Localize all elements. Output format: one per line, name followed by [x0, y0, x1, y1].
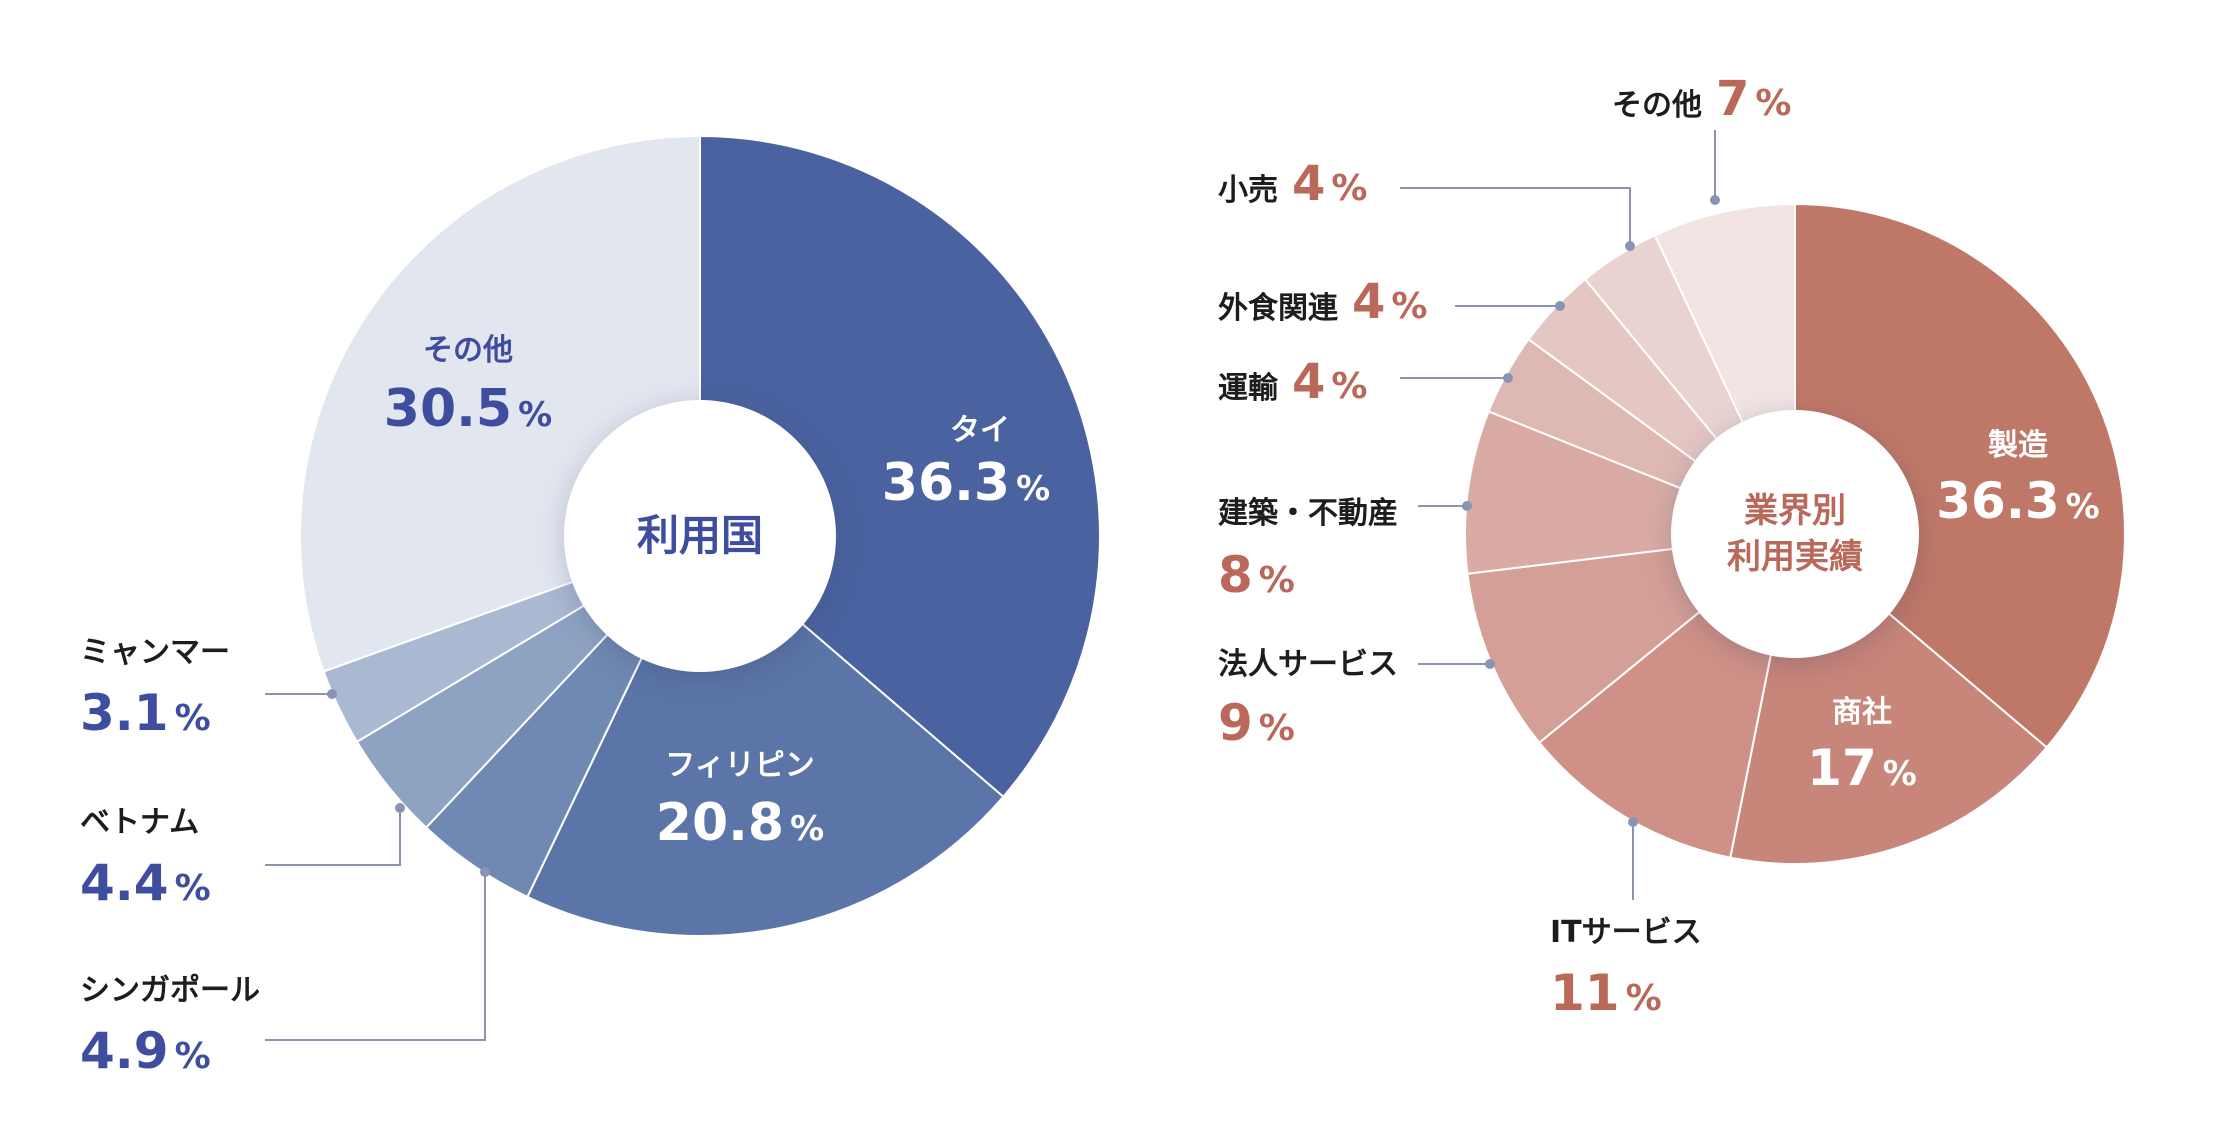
leader-dot-other-industry	[1710, 195, 1720, 205]
slice-label-trading: 商社	[1832, 695, 1892, 730]
label-singapore: シンガポール	[80, 973, 260, 1008]
label-myanmar: ミャンマー	[80, 635, 230, 670]
industry-chart-title-line1: 業界別	[1744, 491, 1846, 531]
label-business-services: 法人サービス	[1218, 647, 1398, 682]
slice-label-other-country: その他	[423, 333, 513, 368]
value-myanmar: 3.1%	[80, 684, 211, 742]
leader-dot-myanmar	[327, 689, 337, 699]
slice-value-manufacturing: 36.3%	[1936, 472, 2099, 530]
value-construction: 8%	[1218, 546, 1295, 604]
leader-line-retail	[1400, 187, 1631, 246]
slice-label-thailand: タイ	[950, 413, 1010, 448]
industry-slice-0	[1794, 202, 2126, 749]
industry-donut-hole	[1671, 410, 1919, 658]
value-vietnam: 4.4%	[80, 854, 211, 912]
value-it-services: 11%	[1550, 964, 1662, 1022]
slice-value-other-country: 30.5%	[384, 379, 552, 439]
value-business-services: 9%	[1218, 694, 1295, 752]
slice-value-thailand: 36.3%	[882, 453, 1050, 513]
slice-value-trading: 17%	[1807, 739, 1917, 797]
label-other-industry: その他 7%	[1612, 71, 1791, 127]
leader-dot-singapore	[480, 867, 490, 877]
country-donut-hole	[564, 400, 836, 672]
leader-line-singapore	[265, 872, 486, 1041]
label-construction: 建築・不動産	[1218, 496, 1398, 531]
label-retail: 小売 4%	[1218, 156, 1367, 212]
country-slice-1	[526, 534, 1005, 937]
leader-line-vietnam	[265, 808, 401, 866]
slice-value-philippines: 20.8%	[656, 793, 824, 853]
leader-dot-logistics	[1503, 373, 1513, 383]
label-logistics: 運輸 4%	[1218, 354, 1367, 410]
leader-dot-construction	[1462, 501, 1472, 511]
label-food-service: 外食関連 4%	[1218, 274, 1427, 330]
value-singapore: 4.9%	[80, 1022, 211, 1080]
leader-dot-it-services	[1628, 817, 1638, 827]
slice-label-manufacturing: 製造	[1988, 428, 2048, 463]
country-slice-0	[699, 134, 1101, 799]
slice-label-philippines: フィリピン	[665, 748, 814, 783]
leader-dot-vietnam	[395, 803, 405, 813]
label-vietnam: ベトナム	[80, 805, 199, 840]
leader-dot-business-services	[1485, 659, 1495, 669]
country-chart-title: 利用国	[637, 511, 763, 560]
country-donut-chart	[299, 134, 1101, 937]
label-it-services: ITサービス	[1550, 915, 1702, 950]
leader-dot-retail	[1625, 241, 1635, 251]
industry-chart-title-line2: 利用実績	[1727, 537, 1863, 577]
leader-dot-food-service	[1555, 301, 1565, 311]
